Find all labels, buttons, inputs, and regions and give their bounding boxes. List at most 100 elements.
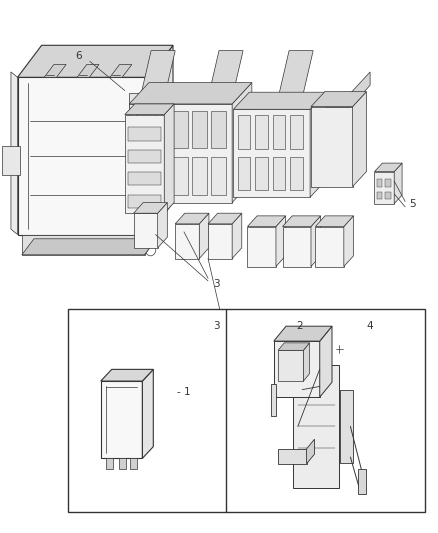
Polygon shape	[283, 216, 321, 227]
Circle shape	[327, 334, 352, 364]
Polygon shape	[2, 147, 20, 175]
Polygon shape	[374, 172, 394, 204]
Circle shape	[145, 243, 156, 256]
Polygon shape	[276, 216, 286, 266]
Circle shape	[289, 62, 303, 79]
Polygon shape	[304, 343, 310, 381]
Polygon shape	[173, 157, 188, 195]
Polygon shape	[311, 107, 353, 187]
Polygon shape	[233, 109, 310, 197]
Polygon shape	[128, 150, 161, 163]
Polygon shape	[125, 115, 164, 213]
Polygon shape	[18, 45, 173, 77]
Polygon shape	[247, 227, 276, 266]
Polygon shape	[145, 219, 156, 255]
Polygon shape	[155, 111, 169, 148]
Polygon shape	[293, 365, 339, 488]
Polygon shape	[141, 51, 175, 93]
Polygon shape	[130, 458, 137, 469]
Polygon shape	[358, 469, 366, 494]
Text: 3: 3	[213, 279, 220, 288]
Polygon shape	[158, 203, 167, 248]
Polygon shape	[68, 309, 425, 512]
Polygon shape	[311, 92, 366, 107]
Polygon shape	[238, 116, 250, 149]
Polygon shape	[175, 224, 199, 259]
Circle shape	[151, 62, 165, 79]
Polygon shape	[315, 216, 353, 227]
Polygon shape	[101, 381, 142, 458]
Polygon shape	[238, 157, 250, 190]
Polygon shape	[125, 104, 174, 115]
Polygon shape	[119, 458, 126, 469]
Polygon shape	[278, 343, 310, 350]
Polygon shape	[255, 157, 268, 190]
Polygon shape	[273, 157, 285, 190]
Polygon shape	[155, 157, 169, 195]
Polygon shape	[290, 116, 303, 149]
Polygon shape	[274, 326, 332, 341]
Polygon shape	[232, 83, 252, 203]
Polygon shape	[134, 203, 167, 213]
Polygon shape	[385, 192, 391, 199]
Polygon shape	[128, 127, 161, 141]
Polygon shape	[385, 179, 391, 187]
Polygon shape	[279, 51, 313, 93]
Text: 3: 3	[213, 321, 220, 331]
Polygon shape	[134, 213, 158, 248]
Polygon shape	[128, 172, 161, 185]
Polygon shape	[208, 213, 242, 224]
Polygon shape	[273, 116, 285, 149]
Polygon shape	[199, 213, 209, 259]
Polygon shape	[173, 111, 188, 148]
Polygon shape	[353, 92, 366, 187]
Text: 2: 2	[297, 321, 304, 331]
Text: 6: 6	[75, 51, 82, 61]
Polygon shape	[22, 235, 145, 255]
Polygon shape	[350, 72, 370, 107]
Circle shape	[332, 341, 346, 358]
Polygon shape	[377, 179, 382, 187]
Polygon shape	[344, 216, 353, 266]
Polygon shape	[128, 195, 161, 208]
Polygon shape	[101, 369, 153, 381]
Polygon shape	[311, 216, 321, 266]
Text: 4: 4	[367, 321, 374, 331]
Polygon shape	[44, 64, 66, 77]
Polygon shape	[271, 384, 276, 416]
Polygon shape	[232, 213, 242, 259]
Polygon shape	[18, 77, 149, 235]
Polygon shape	[283, 227, 311, 266]
Polygon shape	[175, 213, 209, 224]
Polygon shape	[274, 341, 320, 397]
Polygon shape	[374, 163, 402, 172]
Circle shape	[219, 62, 233, 79]
Polygon shape	[247, 216, 286, 227]
Polygon shape	[142, 369, 153, 458]
Ellipse shape	[289, 365, 298, 488]
Polygon shape	[129, 104, 232, 203]
Polygon shape	[136, 111, 150, 148]
Polygon shape	[192, 157, 207, 195]
Circle shape	[270, 419, 304, 460]
Text: 5: 5	[410, 199, 416, 209]
Polygon shape	[149, 45, 173, 235]
Polygon shape	[11, 72, 18, 235]
Polygon shape	[340, 390, 353, 463]
Polygon shape	[377, 192, 382, 199]
Polygon shape	[211, 157, 226, 195]
Polygon shape	[136, 157, 150, 195]
Polygon shape	[106, 458, 113, 469]
Polygon shape	[129, 93, 350, 107]
Polygon shape	[192, 111, 207, 148]
Polygon shape	[315, 227, 344, 266]
Polygon shape	[208, 224, 232, 259]
Polygon shape	[310, 92, 326, 197]
Polygon shape	[278, 350, 304, 381]
Polygon shape	[307, 439, 314, 464]
Polygon shape	[164, 104, 174, 213]
Circle shape	[279, 430, 295, 449]
Polygon shape	[320, 326, 332, 397]
Polygon shape	[394, 163, 402, 204]
Polygon shape	[211, 111, 226, 148]
